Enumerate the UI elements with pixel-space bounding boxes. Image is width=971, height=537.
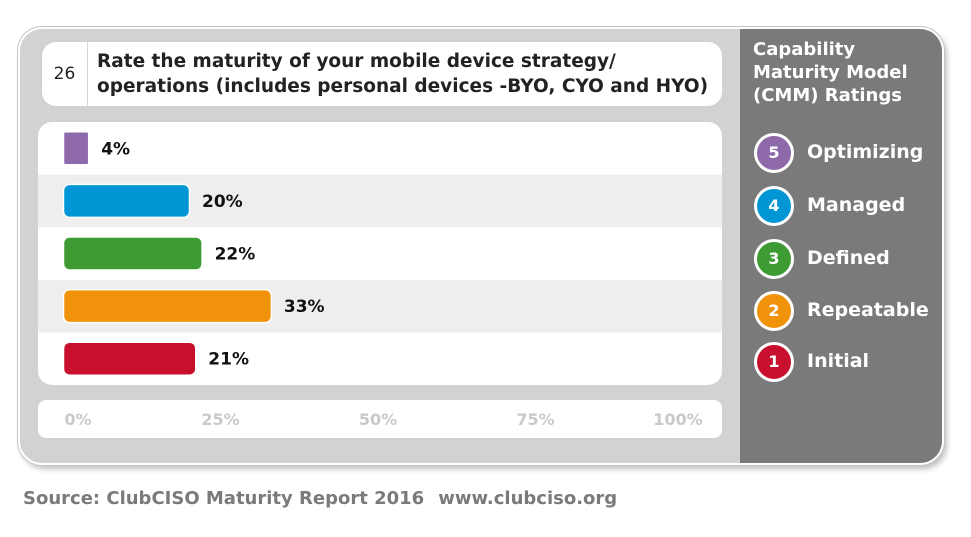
bar-managed: [62, 183, 191, 219]
legend-label: Initial: [807, 350, 870, 372]
question-text: Rate the maturity of your mobile device …: [97, 49, 717, 99]
bar-repeatable: [62, 288, 273, 324]
plot-area: 4% 20% 22% 33% 21%: [38, 122, 722, 385]
legend-title: Capability Maturity Model (CMM) Ratings: [753, 38, 908, 107]
legend-level-badge: 4: [754, 186, 794, 226]
value-label-initial: 21%: [208, 350, 249, 370]
legend-item-optimizing: 5 Optimizing: [754, 133, 940, 173]
x-axis: 0% 25% 50% 75% 100%: [38, 400, 722, 438]
legend-title-line-3: (CMM) Ratings: [753, 85, 902, 106]
question-text-line-1: Rate the maturity of your mobile device …: [97, 51, 616, 72]
legend-item-defined: 3 Defined: [754, 239, 940, 279]
survey-card: 26 Rate the maturity of your mobile devi…: [18, 27, 944, 465]
legend-label: Repeatable: [807, 299, 929, 321]
value-label-defined: 22%: [215, 245, 256, 265]
source-note: Source: ClubCISO Maturity Report 2016 www…: [23, 488, 617, 509]
question-header: 26 Rate the maturity of your mobile devi…: [42, 42, 722, 106]
x-axis-ticks: 0% 25% 50% 75% 100%: [64, 410, 702, 429]
value-label-optimizing: 4%: [101, 139, 130, 159]
bar-optimizing: [62, 131, 90, 166]
x-tick-0: 0%: [64, 410, 91, 429]
question-text-line-2: operations (includes personal devices -B…: [97, 76, 709, 97]
legend-label: Managed: [807, 194, 906, 216]
legend-item-initial: 1 Initial: [754, 342, 940, 382]
question-number: 26: [42, 42, 88, 106]
value-label-managed: 20%: [202, 192, 243, 212]
legend-level-badge: 3: [754, 239, 794, 279]
legend-level-badge: 5: [754, 133, 794, 173]
legend-panel: Capability Maturity Model (CMM) Ratings …: [740, 29, 942, 463]
bar-chart: 4% 20% 22% 33% 21%: [38, 131, 722, 376]
source-text: Source: ClubCISO Maturity Report 2016: [23, 488, 425, 509]
legend-item-repeatable: 2 Repeatable: [754, 291, 940, 331]
legend-item-managed: 4 Managed: [754, 186, 940, 226]
legend-title-line-2: Maturity Model: [753, 62, 908, 83]
legend-label: Defined: [807, 247, 890, 269]
bar-defined: [62, 236, 203, 271]
source-url: www.clubciso.org: [438, 488, 618, 509]
x-tick-100: 100%: [653, 410, 702, 429]
x-tick-50: 50%: [359, 410, 397, 429]
bar-initial: [62, 341, 197, 376]
x-tick-25: 25%: [201, 410, 239, 429]
x-tick-75: 75%: [516, 410, 554, 429]
legend-label: Optimizing: [807, 141, 924, 163]
legend-level-badge: 2: [754, 291, 794, 331]
value-label-repeatable: 33%: [284, 297, 325, 317]
legend-level-badge: 1: [754, 342, 794, 382]
legend-title-line-1: Capability: [753, 39, 856, 60]
